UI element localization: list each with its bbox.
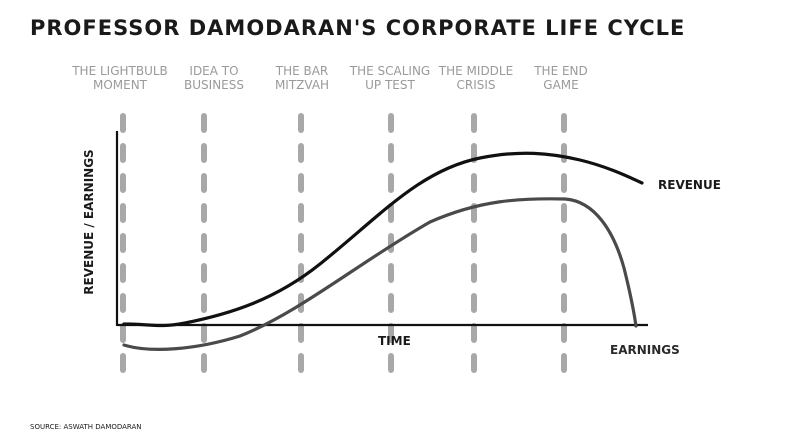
- stage-divider-lines: [120, 113, 567, 389]
- revenue-label: REVENUE: [658, 178, 721, 192]
- diagram-title: PROFESSOR DAMODARAN'S CORPORATE LIFE CYC…: [30, 16, 686, 40]
- stage-label-scaling-up: THE SCALING UP TEST: [349, 64, 431, 92]
- source-credit: SOURCE: ASWATH DAMODARAN: [30, 423, 142, 431]
- earnings-curve: [122, 197, 638, 351]
- stage-label-bar-mitzvah: THE BAR MITZVAH: [274, 64, 330, 92]
- stage-label-end-game: THE END GAME: [534, 64, 588, 92]
- earnings-label: EARNINGS: [610, 343, 680, 357]
- stage-label-middle-crisis: THE MIDDLE CRISIS: [438, 64, 514, 92]
- stage-label-idea-to-business: IDEA TO BUSINESS: [184, 64, 244, 92]
- revenue-curve: [122, 151, 644, 328]
- x-axis-label: TIME: [378, 334, 411, 348]
- y-axis-label: REVENUE / EARNINGS: [82, 149, 96, 295]
- stage-label-lightbulb: THE LIGHTBULB MOMENT: [72, 64, 168, 92]
